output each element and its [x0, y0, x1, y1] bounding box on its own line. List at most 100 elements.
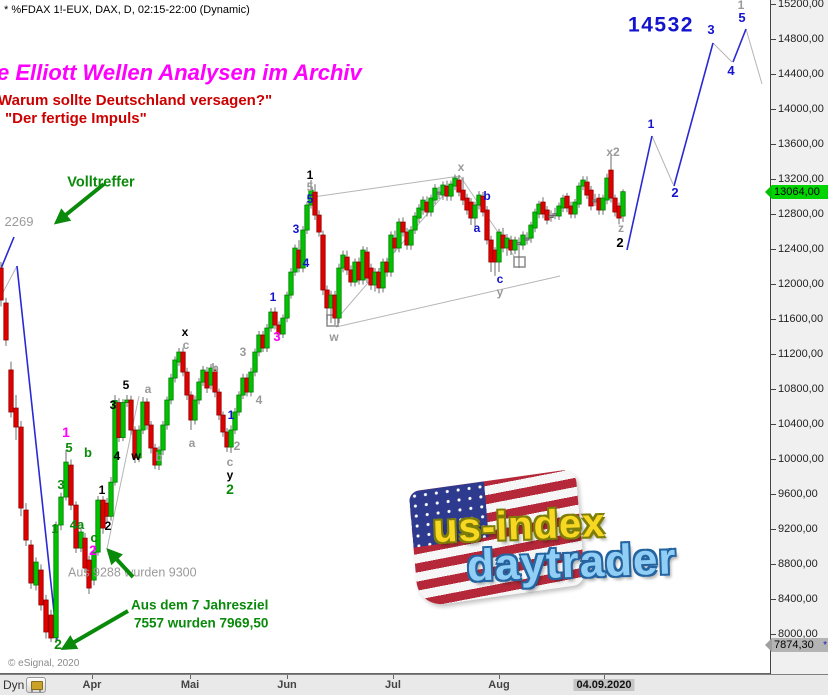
price-axis-tick	[771, 284, 776, 286]
lock-button[interactable]	[26, 677, 46, 693]
low-price-value: 7874,30	[774, 639, 814, 652]
wave-label-a: a	[145, 382, 152, 396]
wave-label-2: 2	[54, 636, 62, 652]
wave-label-2: 2	[105, 519, 112, 533]
candle-up	[556, 205, 562, 217]
green-arrow-icon	[106, 548, 135, 579]
price-axis-label: 14800,00	[778, 33, 824, 46]
last-price-tag: 13064,00	[765, 184, 828, 199]
price-axis-tick	[771, 179, 776, 181]
wave-label-3: 3	[240, 345, 247, 359]
time-axis-label-jun: Jun	[277, 679, 297, 691]
price-axis-label: 10000,00	[778, 452, 824, 465]
candle-down	[184, 371, 190, 396]
candle-down	[316, 214, 322, 233]
price-axis-label: 11600,00	[778, 313, 824, 326]
candle-up	[53, 524, 59, 639]
wave-label-x: x	[458, 160, 465, 174]
candle-up	[532, 211, 538, 229]
price-axis-label: 11200,00	[778, 348, 824, 361]
candle-up	[572, 201, 578, 215]
candle-down	[548, 215, 554, 219]
projection-line-blue	[732, 28, 747, 63]
candle-up	[600, 197, 606, 211]
wave-label-3: 3	[293, 222, 300, 236]
time-axis-label-04.09.2020: 04.09.2020	[573, 679, 635, 691]
time-axis-label-aug: Aug	[488, 679, 510, 691]
trendline-gray	[712, 42, 733, 63]
watermark-logo: us-index daytrader	[405, 468, 705, 622]
time-axis-label-mai: Mai	[180, 679, 200, 691]
candle-up	[236, 394, 242, 413]
trendline-gray	[335, 275, 561, 328]
green-arrow-icon	[60, 609, 130, 651]
wave-label-1: 1	[99, 483, 106, 497]
wave-label-c: c	[183, 338, 190, 352]
candle-up	[280, 317, 286, 335]
time-axis-tick	[604, 675, 605, 679]
trendline-gray	[651, 135, 674, 185]
candle-down	[320, 234, 326, 291]
candle-up	[388, 234, 394, 273]
time-axis: Dyn Apr Mai Jun Jul Aug 04.09.2020	[0, 674, 828, 695]
candle-down	[28, 544, 34, 584]
candle-up	[304, 204, 310, 231]
low-tag-arrow-icon	[765, 638, 772, 653]
wave-label-y: y	[227, 468, 234, 482]
candle-up	[228, 429, 234, 448]
watermark-text-daytrader: daytrader	[466, 534, 678, 591]
price-axis-tick	[771, 39, 776, 41]
candle-down	[212, 369, 218, 393]
price-axis-label: 8400,00	[778, 592, 818, 605]
candle-up	[288, 271, 294, 296]
wave-label-a: a	[189, 436, 196, 450]
green-arrow-icon	[53, 182, 106, 225]
time-axis-label-jul: Jul	[385, 679, 401, 691]
wave-label-4a: 4a	[70, 517, 85, 532]
candle-down	[312, 191, 318, 216]
candle-up	[232, 411, 238, 431]
candle-up	[408, 229, 414, 246]
headline-archive: e Elliott Wellen Analysen im Archiv	[0, 60, 362, 85]
candle-down	[588, 189, 594, 207]
candle-down	[272, 311, 278, 326]
time-axis-label-apr: Apr	[82, 679, 102, 691]
wave-label-w: w	[328, 330, 339, 344]
price-axis-tick	[771, 493, 776, 495]
candle-down	[43, 599, 49, 633]
wave-label-2: 2	[234, 439, 241, 453]
wave-label-b: b	[84, 445, 92, 460]
time-axis-tick	[92, 675, 93, 679]
price-axis-tick	[771, 563, 776, 565]
candle-up	[252, 351, 258, 373]
projection-line-blue	[626, 135, 653, 251]
annotation-note: Aus 9288 wurden 9300	[68, 566, 197, 580]
candle-down	[73, 504, 79, 549]
price-chart: 2269 1 5 b 3 1 4a c 2 1 2 3 4 5 w a b x c a b 3 4 1 2 c y 2 2 1 3 3 4 1 5 5…	[0, 0, 770, 674]
price-axis-label: 9200,00	[778, 522, 818, 535]
headline-impuls: "Der fertige Impuls"	[5, 110, 147, 127]
wave-label-c: c	[497, 272, 504, 286]
candle-up	[472, 204, 478, 219]
wave-label-4: 4	[303, 256, 310, 270]
wave-label-5: 5	[123, 378, 130, 392]
projection-line-blue	[16, 265, 58, 641]
wave-label-1: 1	[307, 168, 314, 182]
wave-label-c: c	[90, 530, 97, 545]
candle-down	[460, 189, 466, 201]
price-axis-label: 10800,00	[778, 383, 824, 396]
time-axis-tick	[287, 675, 288, 679]
candle-down	[216, 391, 222, 416]
price-axis-tick	[771, 109, 776, 111]
candle-down	[68, 464, 74, 506]
trendline-gray	[312, 175, 461, 198]
price-axis-tick	[771, 633, 776, 635]
wave-label-5: 5	[65, 440, 72, 455]
candle-down	[540, 201, 546, 215]
candle-up	[108, 481, 114, 517]
candle-down	[564, 195, 570, 209]
time-axis-tick	[393, 675, 394, 679]
wave-label-2269: 2269	[5, 214, 34, 229]
price-axis-tick	[771, 319, 776, 321]
candle-up	[192, 399, 198, 421]
